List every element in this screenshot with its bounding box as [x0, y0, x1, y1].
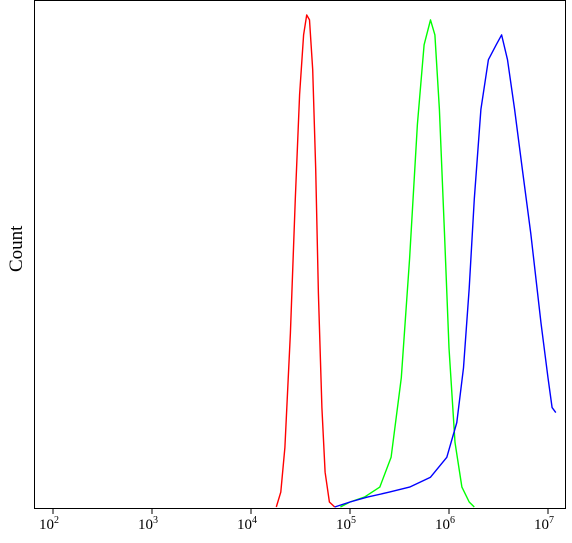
x-tick-base: 10: [336, 517, 351, 533]
x-tick-exponent: 6: [450, 515, 455, 526]
series-line-2: [340, 19, 475, 508]
y-axis-label: Count: [6, 225, 27, 272]
x-tick-exponent: 4: [252, 515, 257, 526]
series-layer: [275, 14, 557, 508]
plot-frame: [34, 0, 566, 509]
x-tick-label: 102: [39, 515, 59, 533]
series-line-3: [334, 34, 557, 508]
x-tick-base: 10: [435, 517, 450, 533]
x-tick-base: 10: [237, 517, 252, 533]
x-tick-base: 10: [39, 517, 54, 533]
x-tick-layer: 102 103 104 105 106 107: [39, 509, 554, 533]
series-line-1: [275, 14, 336, 508]
x-tick-label: 107: [534, 515, 554, 533]
x-tick-base: 10: [138, 517, 153, 533]
x-tick-label: 103: [138, 515, 158, 533]
x-tick-exponent: 3: [153, 515, 158, 526]
x-tick-label: 106: [435, 515, 455, 533]
x-tick-label: 105: [336, 515, 356, 533]
x-tick-exponent: 2: [54, 515, 59, 526]
x-tick-base: 10: [534, 517, 549, 533]
x-tick-label: 104: [237, 515, 257, 533]
x-tick-exponent: 7: [549, 515, 554, 526]
x-tick-exponent: 5: [351, 515, 356, 526]
